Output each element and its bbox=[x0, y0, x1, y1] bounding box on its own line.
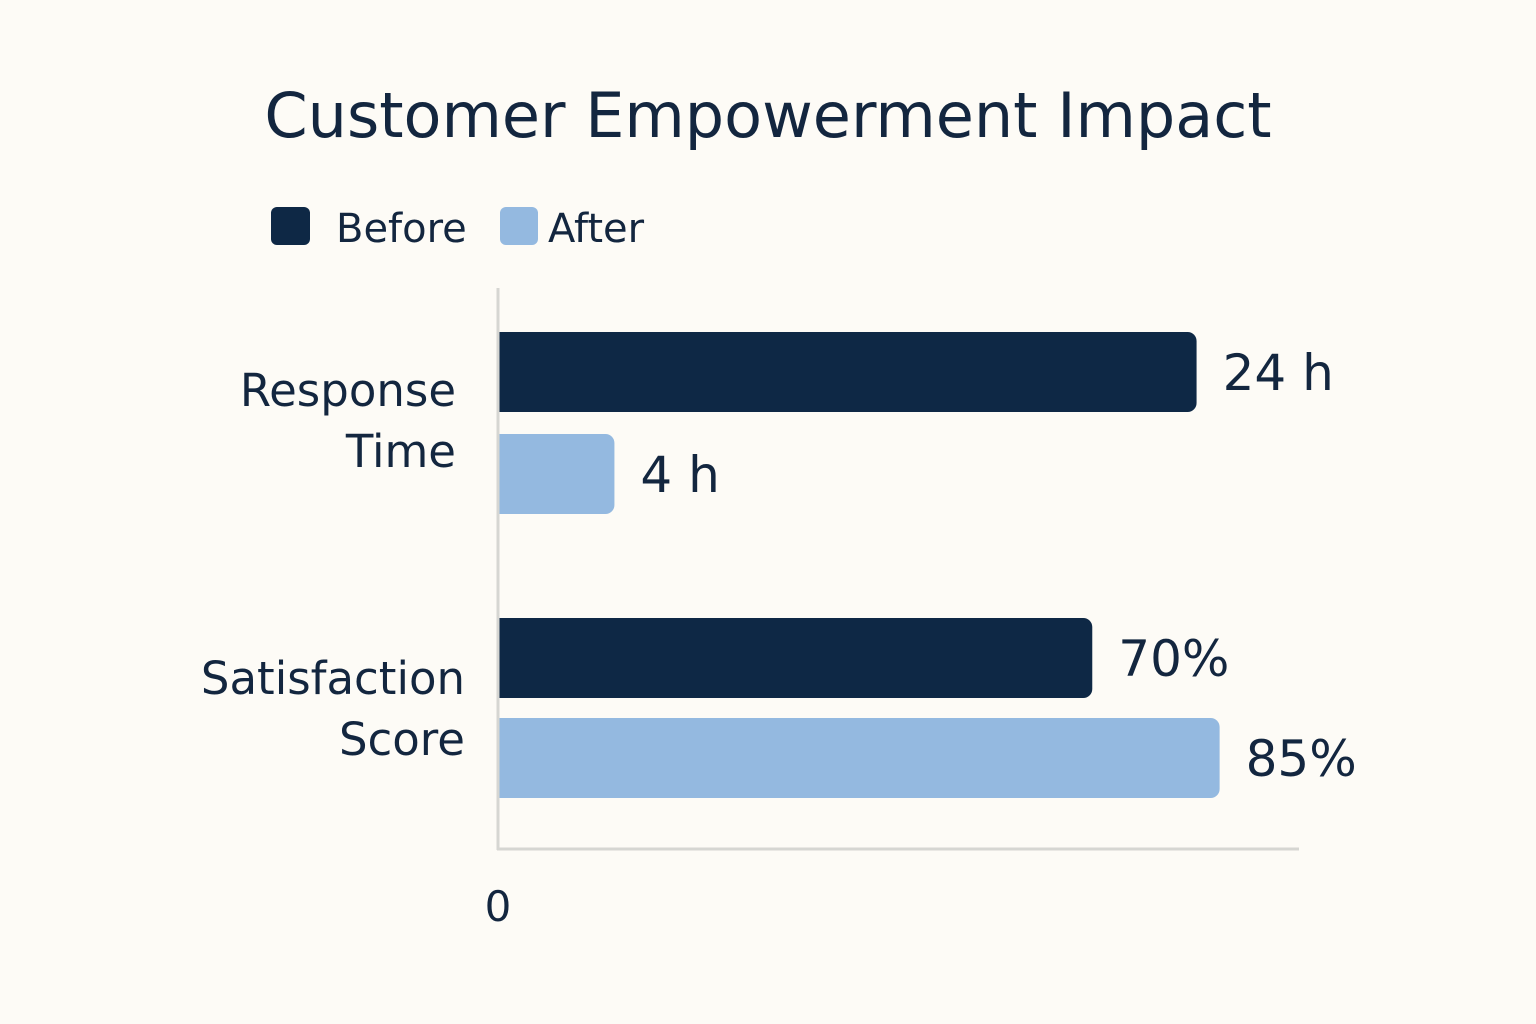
bar-after-1 bbox=[498, 718, 1220, 798]
data-label-before-1: 70% bbox=[1118, 630, 1229, 688]
category-label-satisfaction-score: Satisfaction Score bbox=[201, 652, 465, 766]
data-label-before-0: 24 h bbox=[1223, 344, 1334, 402]
bar-before-0 bbox=[498, 332, 1197, 412]
category-label-line: Time bbox=[345, 425, 456, 478]
bar-left-edge bbox=[498, 434, 510, 514]
bar-before-1 bbox=[498, 618, 1093, 698]
legend: Before After bbox=[271, 206, 645, 252]
category-label-response-time: Response Time bbox=[240, 364, 456, 478]
legend-swatch-before bbox=[271, 207, 310, 245]
bar-left-edge bbox=[498, 332, 510, 412]
chart-title: Customer Empowerment Impact bbox=[264, 79, 1271, 152]
category-label-line: Response bbox=[240, 364, 456, 417]
bars-layer: 24 h 4 h 70% 85% bbox=[498, 332, 1357, 798]
legend-label-before: Before bbox=[336, 206, 467, 252]
bar-left-edge bbox=[498, 718, 510, 798]
legend-label-after: After bbox=[548, 206, 645, 252]
category-label-line: Satisfaction bbox=[201, 652, 465, 705]
data-label-after-0: 4 h bbox=[640, 446, 719, 504]
legend-swatch-after bbox=[500, 207, 538, 245]
bar-after-0 bbox=[498, 434, 615, 514]
category-label-line: Score bbox=[339, 713, 465, 766]
bar-left-edge bbox=[498, 618, 510, 698]
x-tick-label: 0 bbox=[485, 882, 512, 931]
data-label-after-1: 85% bbox=[1246, 730, 1357, 788]
